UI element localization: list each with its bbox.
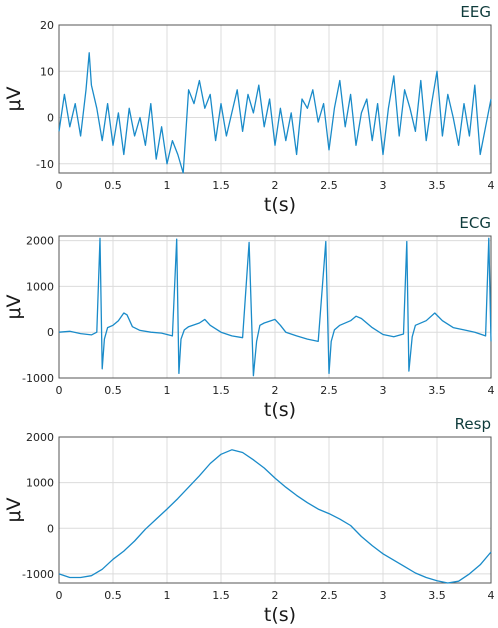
ecg-x-tick-label: 0.5 xyxy=(104,384,122,397)
eeg-y-axis-label: μV xyxy=(3,86,25,111)
eeg-x-tick-label: 1 xyxy=(164,179,171,192)
ecg-x-tick-label: 4 xyxy=(488,384,495,397)
resp-x-axis-label: t(s) xyxy=(264,604,296,626)
ecg-signal-line xyxy=(58,237,492,377)
ecg-x-tick-label: 2 xyxy=(272,384,279,397)
resp-x-tick-label: 4 xyxy=(488,589,495,602)
ecg-x-tick-label: 3 xyxy=(380,384,387,397)
resp-title: Resp xyxy=(455,415,491,433)
ecg-y-tick-label: 2000 xyxy=(26,235,54,248)
eeg-signal-line xyxy=(58,52,492,174)
ecg-y-axis-label: μV xyxy=(3,294,25,319)
ecg-x-tick-label: 3.5 xyxy=(428,384,446,397)
resp-x-tick-label: 1 xyxy=(164,589,171,602)
resp-y-tick-label: 1000 xyxy=(26,477,54,490)
ecg-x-axis-label: t(s) xyxy=(264,399,296,421)
eeg-x-tick-label: 0.5 xyxy=(104,179,122,192)
eeg-x-tick-label: 1.5 xyxy=(212,179,230,192)
eeg-title: EEG xyxy=(460,3,491,21)
resp-x-tick-label: 1.5 xyxy=(212,589,230,602)
resp-x-tick-label: 2 xyxy=(272,589,279,602)
resp-x-tick-label: 0.5 xyxy=(104,589,122,602)
eeg-x-tick-label: 3 xyxy=(380,179,387,192)
eeg-y-tick-label: -10 xyxy=(36,158,54,171)
resp-y-axis-label: μV xyxy=(3,497,25,522)
resp-signal-line xyxy=(58,449,492,584)
resp-x-tick-label: 0 xyxy=(56,589,63,602)
ecg-title: ECG xyxy=(459,214,491,232)
eeg-x-axis-label: t(s) xyxy=(264,194,296,216)
ecg-x-tick-label: 0 xyxy=(56,384,63,397)
resp-x-tick-label: 2.5 xyxy=(320,589,338,602)
eeg-y-tick-label: 20 xyxy=(40,19,54,32)
eeg-x-tick-label: 4 xyxy=(488,179,495,192)
resp-x-tick-label: 3 xyxy=(380,589,387,602)
eeg-x-tick-label: 3.5 xyxy=(428,179,446,192)
resp-axes-frame xyxy=(58,436,492,584)
eeg-x-tick-label: 0 xyxy=(56,179,63,192)
resp-panel: 0 0.5 1 1.5 2 2.5 3 3.5 4-1000010002000Respt(s)μ… xyxy=(3,415,495,626)
ecg-x-tick-label: 1 xyxy=(164,384,171,397)
resp-y-tick-label: 2000 xyxy=(26,431,54,444)
ecg-y-tick-label: 0 xyxy=(47,326,54,339)
eeg-x-tick-label: 2.5 xyxy=(320,179,338,192)
resp-y-tick-label: -1000 xyxy=(22,568,54,581)
resp-y-tick-label: 0 xyxy=(47,522,54,535)
resp-x-tick-label: 3.5 xyxy=(428,589,446,602)
ecg-x-tick-label: 1.5 xyxy=(212,384,230,397)
ecg-y-tick-label: -1000 xyxy=(22,372,54,385)
ecg-axes-frame xyxy=(58,235,492,379)
eeg-y-tick-label: 10 xyxy=(40,65,54,78)
ecg-y-tick-label: 1000 xyxy=(26,280,54,293)
eeg-y-tick-label: 0 xyxy=(47,112,54,125)
eeg-x-tick-label: 2 xyxy=(272,179,279,192)
ecg-x-tick-label: 2.5 xyxy=(320,384,338,397)
